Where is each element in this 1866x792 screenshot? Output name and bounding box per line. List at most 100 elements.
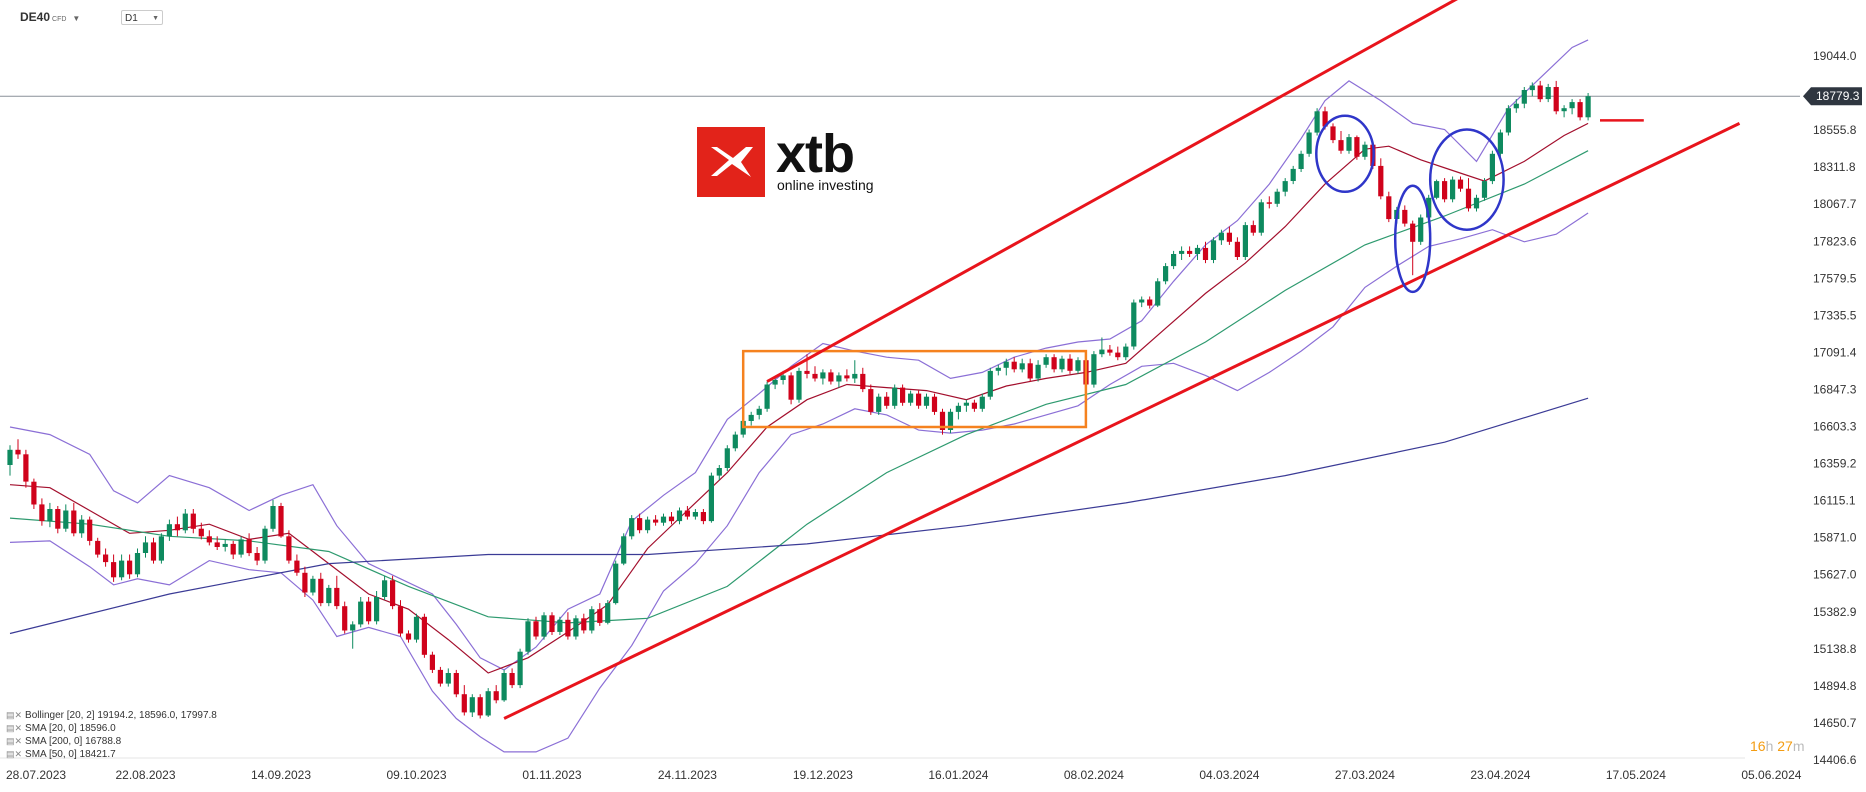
candle-body: [963, 402, 969, 406]
candle-body: [262, 528, 268, 561]
candle-body: [812, 373, 818, 379]
symbol-selector[interactable]: DE40 CFD ▼: [20, 10, 80, 24]
candle-body: [310, 578, 316, 593]
x-tick-label: 22.08.2023: [115, 768, 175, 782]
series-lower: [9, 212, 1589, 753]
candle-body: [525, 621, 531, 652]
timeframe-value: D1: [125, 13, 138, 24]
candle-body: [382, 580, 388, 597]
candle-body: [637, 518, 643, 531]
candle-body: [366, 601, 372, 622]
candle-body: [1346, 137, 1352, 151]
candle-body: [1577, 102, 1583, 118]
legend-label: SMA [200, 0] 16788.8: [25, 736, 122, 747]
y-tick-label: 15382.9: [1813, 605, 1857, 619]
candle-body: [1561, 108, 1567, 112]
indicator-settings-icon[interactable]: ▤✕: [6, 736, 23, 746]
indicator-settings-icon[interactable]: ▤✕: [6, 749, 23, 759]
y-tick-label: 17823.6: [1813, 234, 1857, 248]
candle-body: [198, 528, 204, 537]
candle-body: [581, 618, 587, 631]
countdown-hours-unit: h: [1765, 738, 1774, 754]
candle-body: [47, 509, 53, 522]
candle-body: [342, 606, 348, 631]
candle-body: [1497, 132, 1503, 154]
candle-body: [1585, 96, 1591, 118]
trendline-channel-upper: [766, 0, 1458, 383]
candle-body: [660, 516, 667, 523]
legend-item-sma200[interactable]: ▤✕ SMA [200, 0] 16788.8: [6, 735, 217, 748]
candle-body: [565, 619, 571, 637]
indicator-settings-icon[interactable]: ▤✕: [6, 710, 23, 720]
candle-body: [1059, 358, 1065, 370]
trendline-channel-lower: [503, 122, 1741, 720]
candle-body: [692, 512, 698, 517]
candle-body: [700, 512, 706, 522]
y-tick-label: 15138.8: [1813, 642, 1857, 656]
highlight-circle: [1393, 184, 1432, 294]
x-tick-label: 08.02.2024: [1064, 768, 1124, 782]
candle-body: [645, 519, 651, 531]
x-tick-label: 28.07.2023: [6, 768, 66, 782]
y-tick-label: 15627.0: [1813, 568, 1857, 582]
xtb-logo-mark: [697, 127, 765, 197]
candle-body: [1553, 87, 1559, 112]
candle-body: [1091, 354, 1097, 385]
candle-body: [732, 434, 738, 449]
candle-body: [63, 510, 69, 529]
candle-body: [1386, 196, 1392, 220]
candle-body: [1226, 232, 1232, 242]
candle-body: [708, 475, 714, 522]
y-tick-label: 14406.6: [1813, 753, 1857, 767]
timeframe-select[interactable]: D1 ▼: [121, 10, 163, 25]
candle-countdown: 16h 27m: [1750, 738, 1805, 754]
candle-body: [1306, 132, 1312, 154]
indicator-legend: ▤✕ Bollinger [20, 2] 19194.2, 18596.0, 17…: [6, 709, 217, 761]
countdown-minutes-unit: m: [1792, 738, 1805, 754]
candle-body: [1194, 247, 1201, 254]
candle-body: [1043, 357, 1049, 365]
legend-label: SMA [50, 0] 18421.7: [25, 749, 116, 760]
candle-body: [1202, 247, 1209, 260]
candle-body: [1481, 181, 1488, 198]
candle-body: [836, 375, 842, 382]
candle-body: [7, 449, 13, 465]
candle-body: [461, 694, 467, 713]
candle-body: [1290, 168, 1296, 181]
y-tick-label: 18311.8: [1813, 160, 1856, 174]
legend-item-bollinger[interactable]: ▤✕ Bollinger [20, 2] 19194.2, 18596.0, 17…: [6, 709, 217, 722]
legend-item-sma20[interactable]: ▤✕ SMA [20, 0] 18596.0: [6, 722, 217, 735]
candle-body: [23, 454, 29, 482]
candle-body: [1450, 179, 1456, 200]
candle-body: [1314, 111, 1320, 133]
candle-body: [71, 510, 77, 534]
series-sma200: [9, 397, 1589, 635]
indicator-settings-icon[interactable]: ▤✕: [6, 723, 23, 733]
series-sma50: [9, 150, 1589, 624]
candle-body: [1027, 363, 1033, 379]
chevron-down-icon: ▼: [72, 14, 81, 23]
countdown-minutes: 27: [1777, 738, 1793, 754]
candle-body: [334, 587, 340, 607]
legend-item-sma50[interactable]: ▤✕ SMA [50, 0] 18421.7: [6, 748, 217, 761]
y-tick-label: 19044.0: [1813, 49, 1857, 63]
candle-body: [684, 510, 690, 517]
candle-body: [748, 414, 754, 421]
candle-body: [501, 673, 507, 701]
candle-body: [31, 481, 37, 505]
candle-body: [852, 373, 858, 379]
candle-body: [95, 540, 101, 555]
candle-body: [119, 560, 125, 578]
y-tick-label: 16847.3: [1813, 383, 1857, 397]
candle-body: [1410, 223, 1416, 242]
candle-body: [1163, 266, 1169, 282]
candle-body: [629, 518, 635, 537]
candle-body: [589, 609, 595, 631]
candle-body: [1155, 281, 1161, 306]
candle-body: [621, 536, 627, 564]
candle-body: [1274, 191, 1280, 204]
candle-body: [111, 562, 117, 578]
highlight-circle: [1428, 128, 1505, 231]
